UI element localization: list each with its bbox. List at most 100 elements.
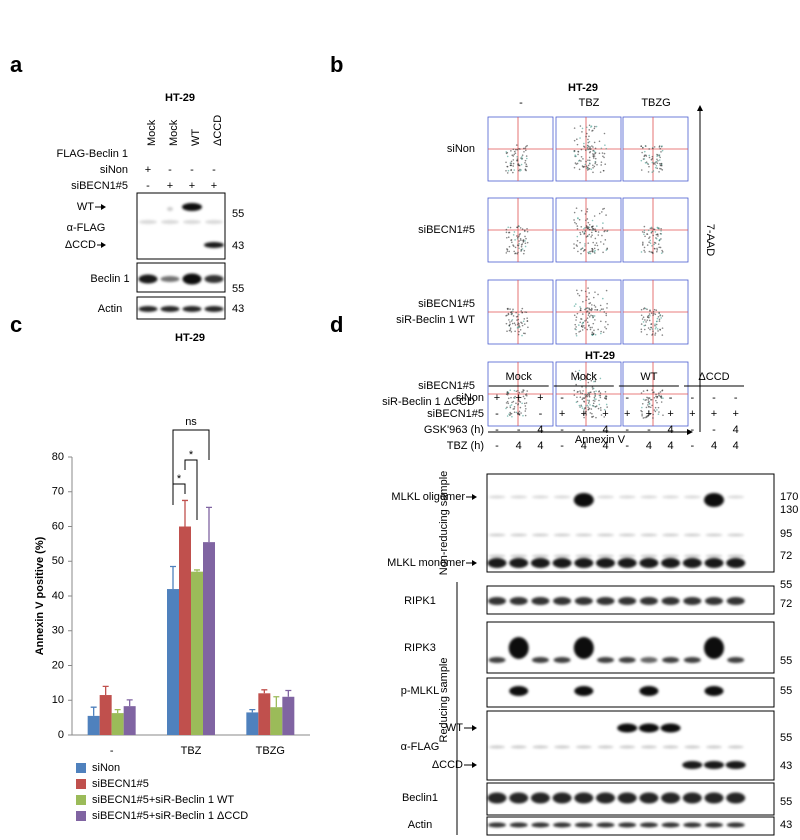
flow-event	[644, 416, 646, 419]
sign: 4	[602, 440, 608, 452]
flow-event	[519, 170, 521, 172]
flow-event	[594, 157, 597, 160]
flow-event	[578, 160, 580, 162]
flow-event	[593, 304, 596, 307]
flow-event	[598, 390, 600, 393]
bar	[179, 526, 191, 735]
flow-event	[518, 148, 520, 150]
flow-event	[589, 326, 592, 329]
flow-event	[643, 307, 646, 309]
flow-event	[647, 171, 650, 173]
flow-event	[516, 319, 518, 321]
mw-label: 95	[780, 528, 792, 540]
flow-event	[602, 155, 604, 158]
flow-event	[591, 227, 594, 230]
band	[597, 554, 614, 558]
flow-event	[595, 242, 598, 244]
band	[510, 554, 528, 558]
flow-event	[660, 162, 663, 165]
sign: +	[559, 408, 565, 420]
flow-event	[604, 326, 606, 328]
flow-event	[582, 158, 584, 160]
arrow-head	[101, 204, 106, 210]
flow-event	[597, 231, 600, 233]
flow-event	[605, 395, 607, 397]
flow-event	[656, 153, 658, 156]
flow-event	[648, 148, 651, 150]
flow-event	[581, 131, 583, 133]
flow-event	[522, 320, 525, 323]
flow-event	[584, 163, 587, 166]
flow-event	[641, 414, 643, 417]
sign: 4	[646, 440, 652, 452]
flow-event	[584, 375, 586, 377]
flow-event	[655, 233, 658, 236]
sign: -	[146, 180, 150, 192]
flow-event	[515, 148, 517, 151]
flow-event	[643, 150, 646, 153]
flow-event	[594, 162, 596, 165]
flow-event	[586, 218, 589, 220]
band	[510, 495, 528, 499]
flow-event	[646, 308, 648, 311]
band	[639, 597, 658, 605]
flow-event	[593, 251, 596, 253]
band	[531, 822, 550, 828]
flow-event	[506, 250, 509, 252]
flow-event	[524, 410, 527, 412]
sign: -	[690, 392, 694, 404]
flow-event	[575, 222, 578, 225]
flow-event	[575, 316, 578, 318]
flow-event	[587, 138, 589, 141]
flow-event	[594, 306, 597, 308]
flow-event	[584, 396, 587, 398]
band	[182, 203, 202, 211]
flow-event	[657, 413, 660, 415]
flow-event	[591, 226, 593, 228]
flow-event	[594, 152, 596, 155]
sign: -	[625, 440, 629, 452]
flow-event	[600, 409, 602, 411]
flow-event	[586, 377, 588, 379]
arrow-head	[472, 560, 477, 566]
flow-event	[588, 223, 591, 226]
band	[596, 597, 615, 605]
flow-event	[577, 153, 579, 156]
flow-event	[524, 147, 527, 149]
flow-event	[660, 252, 663, 254]
flow-event	[647, 229, 650, 232]
flow-event	[576, 396, 578, 399]
panel-label: a	[10, 52, 23, 77]
band	[727, 533, 745, 537]
sign: -	[647, 392, 651, 404]
flow-event	[661, 334, 664, 336]
flow-event	[586, 317, 589, 319]
flow-event	[520, 310, 523, 312]
x-tick-label: TBZ	[181, 745, 202, 757]
flow-event	[510, 404, 513, 406]
flow-event	[505, 151, 508, 153]
flow-event	[647, 401, 650, 404]
sign: +	[646, 408, 652, 420]
flow-event	[512, 310, 514, 312]
flow-event	[511, 318, 514, 321]
flow-event	[605, 312, 607, 315]
flow-event	[584, 213, 587, 215]
band	[597, 495, 614, 499]
flow-event	[519, 406, 522, 409]
y-tick-label: 10	[52, 694, 64, 706]
flow-event	[527, 326, 529, 329]
sign: -	[712, 424, 716, 436]
flow-event	[658, 320, 661, 322]
blot-frame	[136, 192, 226, 260]
band	[509, 558, 529, 568]
flow-event	[654, 323, 656, 326]
flow-event	[580, 405, 583, 408]
flow-event	[655, 164, 658, 167]
flow-event	[588, 292, 590, 294]
flow-event	[507, 397, 510, 400]
band	[640, 533, 658, 537]
flow-event	[656, 401, 658, 404]
flow-event	[515, 402, 517, 405]
panel-label: d	[330, 312, 343, 337]
